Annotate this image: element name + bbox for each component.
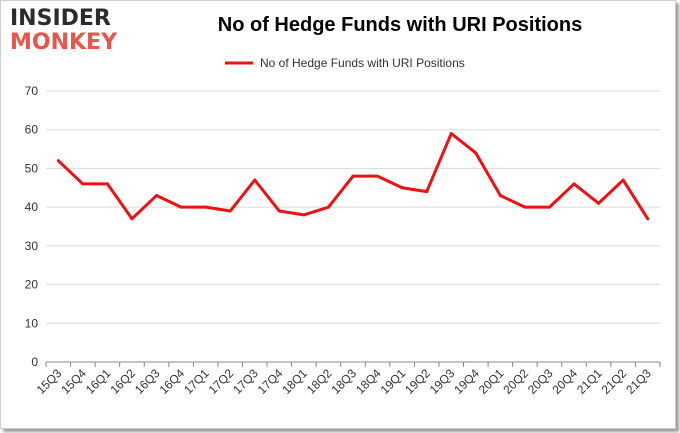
x-tick-label: 17Q1 [181, 366, 212, 397]
y-tick-label: 0 [31, 355, 38, 369]
x-tick-label: 20Q1 [476, 366, 507, 397]
x-tick-label: 20Q4 [550, 366, 581, 397]
x-tick-label: 17Q2 [206, 366, 237, 397]
data-point [204, 205, 208, 209]
data-point [253, 178, 257, 182]
x-tick-label: 21Q3 [623, 366, 654, 397]
data-point [130, 217, 134, 221]
legend: No of Hedge Funds with URI Positions [225, 56, 465, 70]
series-layer [56, 132, 650, 221]
data-point [56, 159, 60, 163]
x-tick-label: 16Q4 [157, 366, 188, 397]
data-point [621, 178, 625, 182]
data-point [597, 201, 601, 205]
data-point [376, 174, 380, 178]
data-point [326, 205, 330, 209]
y-tick-label: 30 [25, 239, 39, 253]
x-tick-label: 18Q1 [279, 366, 310, 397]
data-point [81, 182, 85, 186]
data-point [498, 194, 502, 198]
data-point [572, 182, 576, 186]
x-tick-label: 15Q3 [34, 366, 65, 397]
x-tick-label: 18Q3 [328, 366, 359, 397]
x-tick-label: 18Q4 [353, 366, 384, 397]
x-tick-label: 16Q2 [107, 366, 138, 397]
grid-lines [46, 90, 660, 363]
x-tick-label: 21Q1 [574, 366, 605, 397]
data-point [302, 213, 306, 217]
x-tick-label: 21Q2 [599, 366, 630, 397]
data-point [646, 217, 650, 221]
y-tick-label: 20 [25, 278, 39, 292]
data-point [155, 194, 159, 198]
y-tick-label: 60 [25, 123, 39, 137]
data-point [228, 209, 232, 213]
x-tick-label: 19Q1 [378, 366, 409, 397]
data-point [400, 186, 404, 190]
legend-label: No of Hedge Funds with URI Positions [260, 56, 465, 70]
y-tick-label: 70 [25, 84, 39, 98]
data-point [351, 174, 355, 178]
x-tick-label: 17Q4 [255, 366, 286, 397]
x-tick-label: 19Q2 [402, 366, 433, 397]
y-axis-ticks: 0 10 20 30 40 50 60 70 [25, 84, 39, 369]
logo-line-2: MONKEY [10, 30, 118, 55]
data-point [277, 209, 281, 213]
data-point [105, 182, 109, 186]
x-tick-label: 19Q3 [427, 366, 458, 397]
data-point [474, 151, 478, 155]
data-point [547, 205, 551, 209]
x-tick-label: 20Q2 [500, 366, 531, 397]
y-tick-label: 10 [25, 316, 39, 330]
x-tick-label: 16Q3 [132, 366, 163, 397]
data-point [425, 190, 429, 194]
x-tick-label: 19Q4 [451, 366, 482, 397]
x-tick-label: 16Q1 [83, 366, 114, 397]
data-point [449, 132, 453, 136]
y-tick-label: 40 [25, 200, 39, 214]
x-tick-label: 20Q3 [525, 366, 556, 397]
x-tick-label: 17Q3 [230, 366, 261, 397]
y-tick-label: 50 [25, 161, 39, 175]
data-point [523, 205, 527, 209]
insider-monkey-logo: INSIDER MONKEY [10, 6, 130, 58]
data-point [179, 205, 183, 209]
x-axis-ticks: 15Q315Q416Q116Q216Q316Q417Q117Q217Q317Q4… [34, 362, 661, 397]
logo-line-1: INSIDER [10, 6, 111, 31]
x-tick-label: 15Q4 [58, 366, 89, 397]
chart-title: No of Hedge Funds with URI Positions [217, 14, 583, 36]
x-tick-label: 18Q2 [304, 366, 335, 397]
